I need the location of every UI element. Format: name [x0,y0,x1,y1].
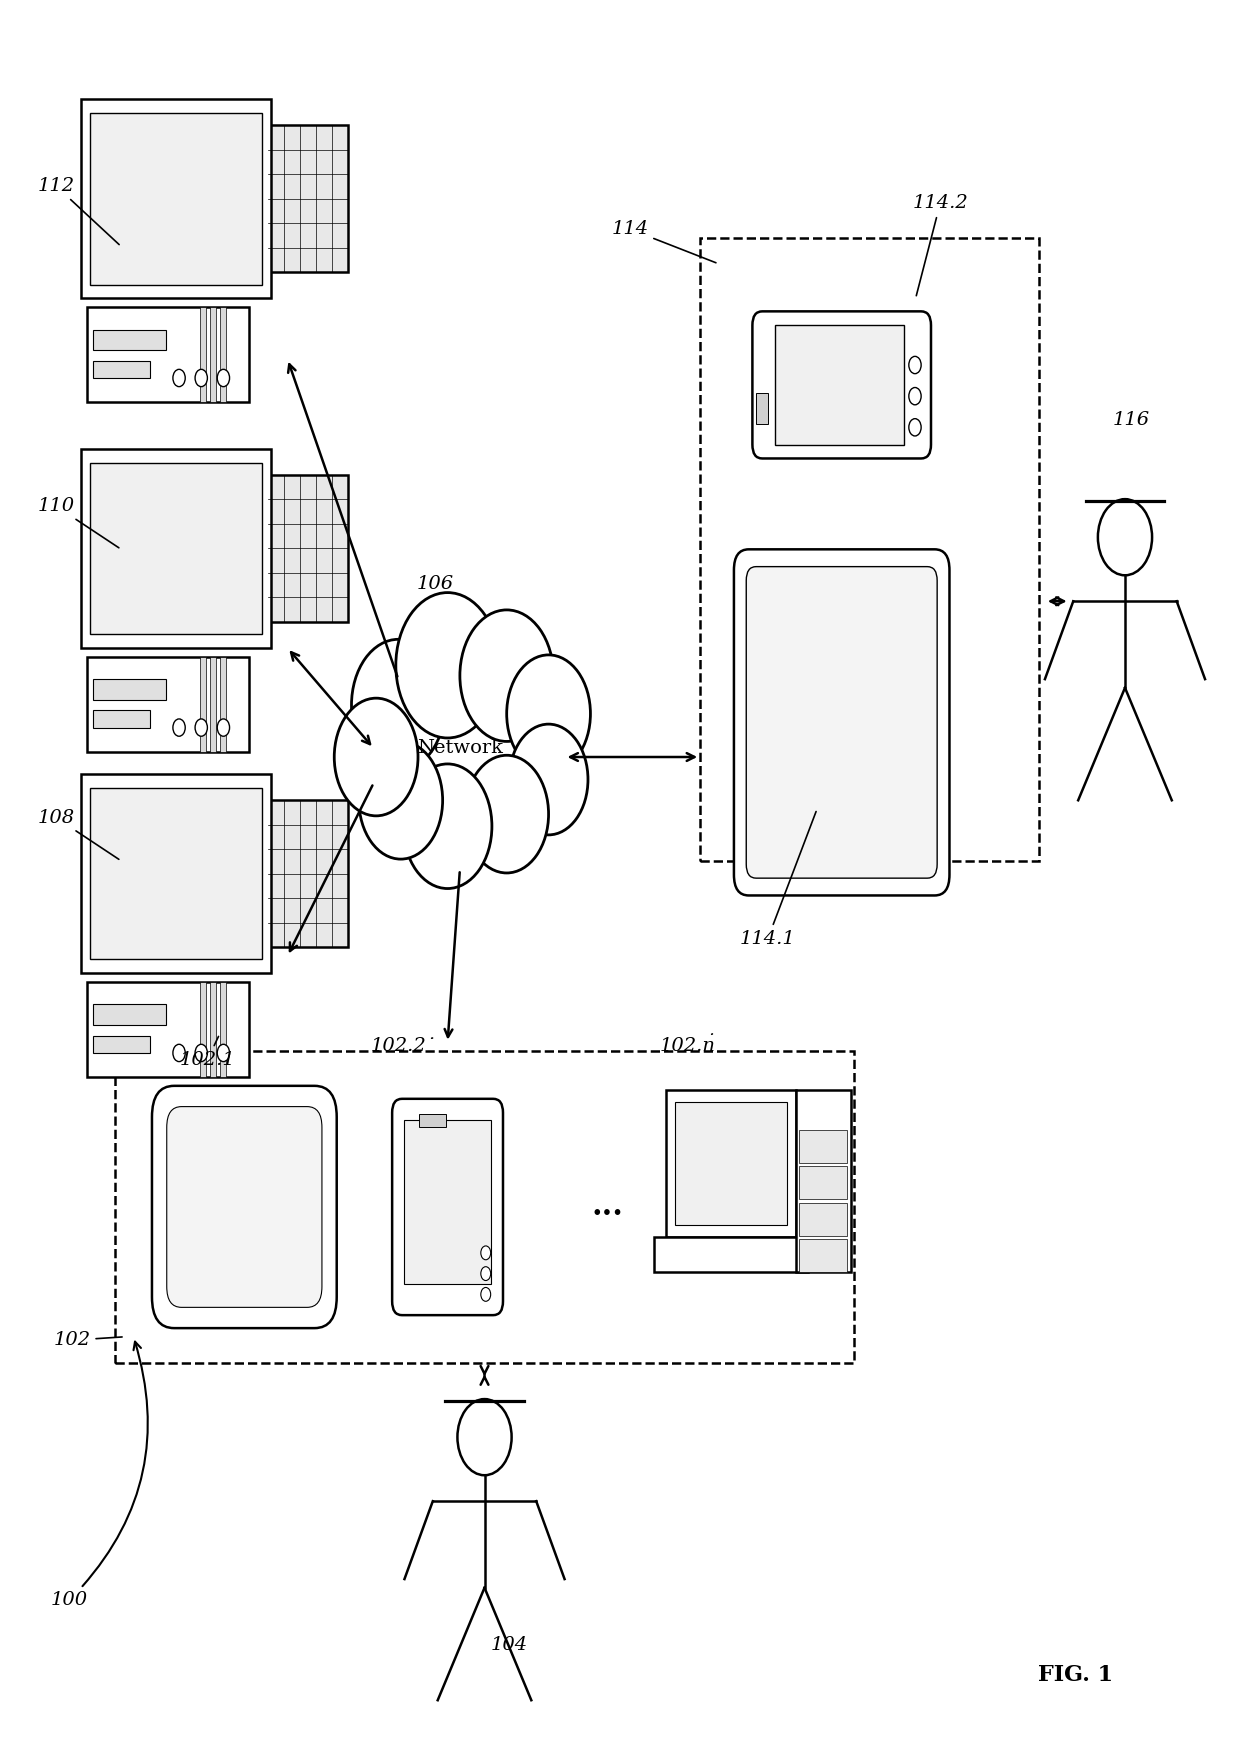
Circle shape [335,697,418,816]
Circle shape [172,369,185,386]
Text: 110: 110 [37,497,119,548]
Text: 100: 100 [51,1343,148,1609]
Bar [701,238,1039,861]
Circle shape [1097,499,1152,576]
Text: 104: 104 [491,1636,528,1654]
Bar [653,1236,807,1271]
Bar [115,1050,854,1363]
FancyBboxPatch shape [746,567,937,878]
FancyBboxPatch shape [753,311,931,459]
Circle shape [481,1245,491,1259]
Bar [93,710,150,727]
Bar [87,308,249,402]
Circle shape [217,1045,229,1061]
Bar [268,125,347,273]
Text: 112: 112 [37,177,119,245]
Bar [210,983,216,1076]
Bar [210,308,216,402]
Polygon shape [361,628,595,843]
Circle shape [217,369,229,386]
Circle shape [396,593,500,737]
Text: 108: 108 [37,809,119,859]
Bar [775,325,904,445]
Bar [800,1238,847,1271]
Circle shape [195,369,207,386]
Bar [796,1090,851,1271]
Bar [87,657,249,751]
Bar [87,983,249,1076]
Bar [210,657,216,751]
Circle shape [481,1287,491,1301]
Bar [93,329,166,350]
Circle shape [458,1400,512,1475]
Text: Network: Network [417,739,503,758]
Text: ...: ... [591,1191,624,1223]
Text: FIG. 1: FIG. 1 [1038,1664,1114,1687]
Bar [81,99,272,299]
Bar [93,360,150,377]
Bar [756,393,769,424]
Circle shape [510,723,588,835]
Circle shape [909,356,921,374]
Circle shape [909,419,921,436]
Bar [268,475,347,623]
Bar [800,1130,847,1163]
Bar [219,983,226,1076]
FancyBboxPatch shape [392,1099,503,1315]
Circle shape [172,718,185,736]
Text: 114.2: 114.2 [913,195,968,296]
FancyBboxPatch shape [734,550,950,896]
Text: 102.1: 102.1 [180,1036,236,1069]
Bar [404,1120,491,1283]
Circle shape [358,741,443,859]
Bar [93,1036,150,1052]
Circle shape [403,763,492,889]
Circle shape [909,388,921,405]
Bar [219,308,226,402]
Bar [201,308,206,402]
Text: 102: 102 [53,1332,122,1349]
FancyBboxPatch shape [166,1106,322,1308]
Circle shape [195,718,207,736]
Bar [93,680,166,699]
Text: 102.2: 102.2 [371,1036,433,1056]
Bar [675,1103,787,1226]
Bar [81,449,272,649]
Circle shape [217,718,229,736]
Text: 102.n: 102.n [660,1035,715,1056]
Circle shape [507,656,590,772]
Bar [201,983,206,1076]
Text: 114: 114 [611,221,715,263]
Bar [91,113,262,285]
Circle shape [460,610,553,741]
Circle shape [172,1045,185,1061]
Bar [93,1005,166,1026]
Bar [800,1203,847,1235]
Bar [201,657,206,751]
Text: 116: 116 [1112,410,1149,428]
FancyBboxPatch shape [153,1085,337,1329]
Circle shape [351,640,445,770]
Bar [81,774,272,974]
Bar [91,463,262,635]
Text: 114.1: 114.1 [740,812,816,948]
Circle shape [465,755,548,873]
Bar [219,657,226,751]
Bar [268,800,347,948]
Bar [419,1115,446,1127]
Text: 106: 106 [417,576,454,593]
Bar [666,1090,796,1236]
Bar [91,788,262,960]
Bar [800,1167,847,1200]
Circle shape [481,1266,491,1280]
Circle shape [195,1045,207,1061]
